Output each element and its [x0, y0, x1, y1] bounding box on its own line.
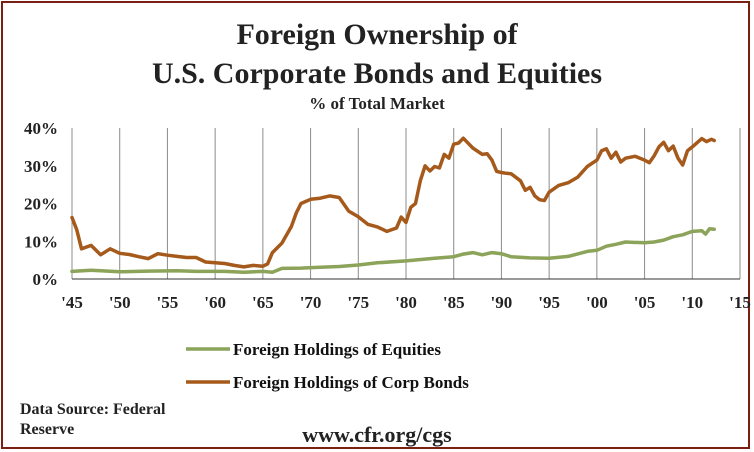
- x-tick-label: '70: [300, 293, 322, 312]
- series-line-equities: [70, 227, 716, 274]
- axis-layer: '45 '50 '55 '60 '65 '70 '75 '80 '85 '90 '95 '00 '05 '…: [24, 119, 751, 312]
- y-tick-label: 40%: [24, 119, 58, 138]
- x-tick-label: '55: [157, 293, 179, 312]
- series-layer: [70, 136, 716, 274]
- y-tick-label: 30%: [24, 157, 58, 176]
- x-tick-label: '90: [491, 293, 513, 312]
- x-tick-label: '80: [395, 293, 417, 312]
- x-tick-label: '65: [252, 293, 274, 312]
- legend: Foreign Holdings of Equities Foreign Hold…: [186, 340, 469, 392]
- x-tick-label: '00: [586, 293, 608, 312]
- x-tick-label: '95: [538, 293, 560, 312]
- x-tick-label: '05: [634, 293, 656, 312]
- x-tick-label: '10: [681, 293, 703, 312]
- x-tick-label: '15: [729, 293, 751, 312]
- chart-title-line-2: U.S. Corporate Bonds and Equities: [151, 57, 603, 90]
- x-tick-label: '45: [61, 293, 83, 312]
- x-tick-label: '60: [204, 293, 226, 312]
- data-source-note: Data Source: Federal Reserve: [20, 401, 166, 438]
- y-tick-label: 0%: [33, 270, 59, 289]
- chart-title-line-1: Foreign Ownership of: [236, 18, 518, 51]
- chart-subtitle: % of Total Market: [309, 94, 445, 113]
- x-tick-label: '75: [347, 293, 369, 312]
- x-tick-label: '50: [109, 293, 131, 312]
- legend-label: Foreign Holdings of Corp Bonds: [233, 373, 469, 392]
- series-line-corp-bonds: [70, 136, 716, 269]
- legend-label: Foreign Holdings of Equities: [233, 340, 441, 359]
- y-tick-label: 10%: [24, 232, 58, 251]
- website-link[interactable]: www.cfr.org/cgs: [302, 422, 452, 447]
- y-tick-label: 20%: [24, 195, 58, 214]
- x-tick-label: '85: [443, 293, 465, 312]
